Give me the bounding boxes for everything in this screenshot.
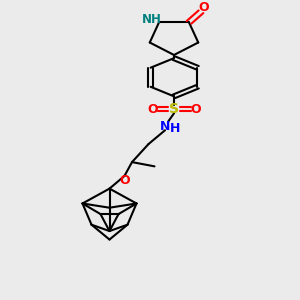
Text: NH: NH: [142, 13, 161, 26]
Text: H: H: [170, 122, 181, 135]
Text: S: S: [169, 102, 179, 116]
Text: O: O: [119, 174, 130, 187]
Text: N: N: [160, 119, 170, 133]
Text: O: O: [190, 103, 201, 116]
Text: O: O: [199, 1, 209, 14]
Text: O: O: [147, 103, 158, 116]
